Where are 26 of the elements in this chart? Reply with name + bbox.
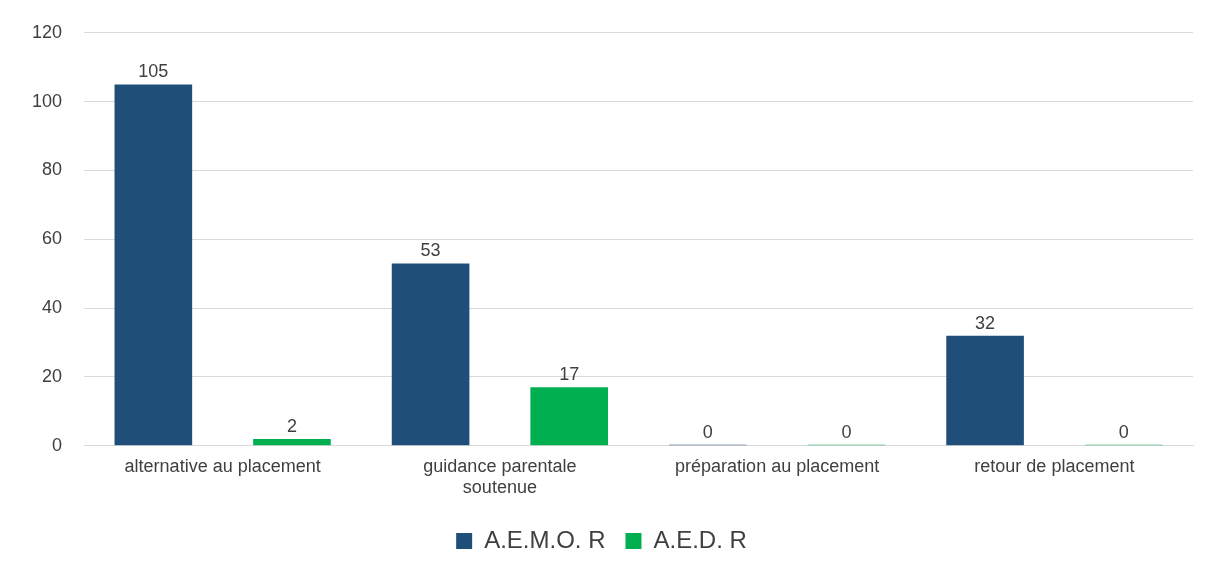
y-tick-label: 100	[31, 90, 63, 111]
x-tick-label: retour de placement	[974, 455, 1135, 476]
y-tick-label: 0	[52, 434, 63, 455]
y-tick-label: 60	[42, 228, 63, 249]
bar	[946, 335, 1024, 446]
data-label: 0	[1118, 421, 1129, 442]
data-label: 105	[138, 61, 169, 82]
x-tick-label: alternative au placement	[124, 455, 321, 476]
data-label: 53	[420, 240, 441, 261]
y-tick-label: 80	[42, 159, 63, 180]
legend-label: A.E.M.O. R	[484, 525, 606, 553]
bar	[253, 438, 331, 446]
x-tick-label: préparation au placement	[675, 455, 880, 476]
data-label: 0	[841, 421, 852, 442]
y-tick-label: 120	[31, 21, 63, 42]
bar	[114, 84, 193, 446]
data-label: 2	[286, 415, 297, 436]
bar	[530, 387, 609, 446]
y-tick-label: 20	[42, 365, 63, 386]
bar	[391, 263, 470, 446]
data-label: 17	[559, 364, 580, 385]
legend-label: A.E.D. R	[653, 525, 747, 553]
y-tick-label: 40	[42, 297, 63, 318]
data-label: 0	[702, 421, 713, 442]
x-tick-label: guidance parentale soutenue	[423, 455, 577, 498]
data-label: 32	[975, 312, 996, 333]
